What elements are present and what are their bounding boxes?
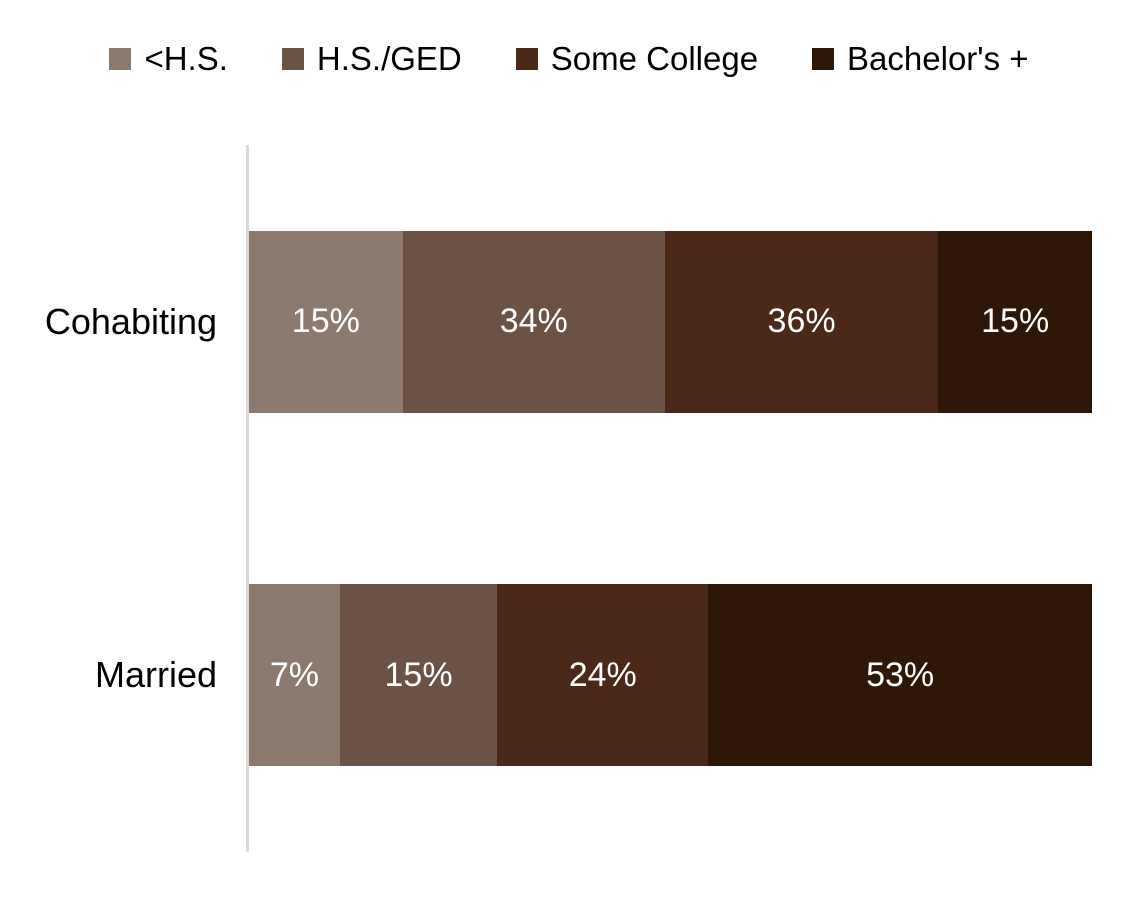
- data-label: 15%: [291, 302, 360, 341]
- data-label: 7%: [269, 655, 319, 694]
- data-label: 53%: [866, 655, 935, 694]
- legend-label: <H.S.: [144, 40, 228, 77]
- category-label-cohabiting: Cohabiting: [44, 300, 217, 342]
- data-label: 36%: [767, 302, 836, 341]
- data-label: 15%: [981, 302, 1050, 341]
- category-label-married: Married: [94, 654, 217, 696]
- data-label: 15%: [384, 655, 453, 694]
- bar-segment-cohabiting-h-s-ged: 34%: [402, 230, 665, 413]
- bar-segment-cohabiting-h-s: 15%: [249, 230, 403, 413]
- legend-swatch-icon: [515, 48, 538, 70]
- stacked-bar-cohabiting: 15% 34% 36% 15%: [249, 230, 1092, 413]
- plot-area: Cohabiting 15% 34% 36% 15% Married 7% 15% 24% 53%: [45, 145, 1092, 853]
- bar-segment-married-some-college: 24%: [497, 584, 709, 767]
- legend-swatch-icon: [109, 48, 132, 70]
- bar-segment-married-h-s: 7%: [249, 584, 340, 767]
- legend-item-some-college: Some College: [515, 40, 759, 78]
- legend-swatch-icon: [281, 48, 304, 70]
- data-label: 34%: [499, 302, 568, 341]
- legend-label: H.S./GED: [316, 40, 462, 77]
- legend-label: Some College: [550, 40, 759, 77]
- legend-item-bachelor-s: Bachelor's +: [812, 40, 1029, 78]
- bar-segment-cohabiting-some-college: 36%: [664, 230, 939, 413]
- chart-legend: <H.S. H.S./GED Some College Bachelor's +: [0, 40, 1138, 78]
- legend-item-h-s-ged: H.S./GED: [281, 40, 462, 78]
- bar-row-cohabiting: Cohabiting 15% 34% 36% 15%: [45, 145, 1092, 499]
- data-label: 24%: [568, 655, 637, 694]
- legend-swatch-icon: [812, 48, 835, 70]
- bar-segment-married-h-s-ged: 15%: [339, 584, 498, 767]
- stacked-bar-married: 7% 15% 24% 53%: [249, 584, 1092, 767]
- legend-label: Bachelor's +: [847, 40, 1029, 77]
- bar-segment-cohabiting-bachelor-s: 15%: [938, 230, 1092, 413]
- legend-item-h-s: <H.S.: [109, 40, 228, 78]
- bar-segment-married-bachelor-s: 53%: [708, 584, 1092, 767]
- bar-row-married: Married 7% 15% 24% 53%: [95, 499, 1092, 853]
